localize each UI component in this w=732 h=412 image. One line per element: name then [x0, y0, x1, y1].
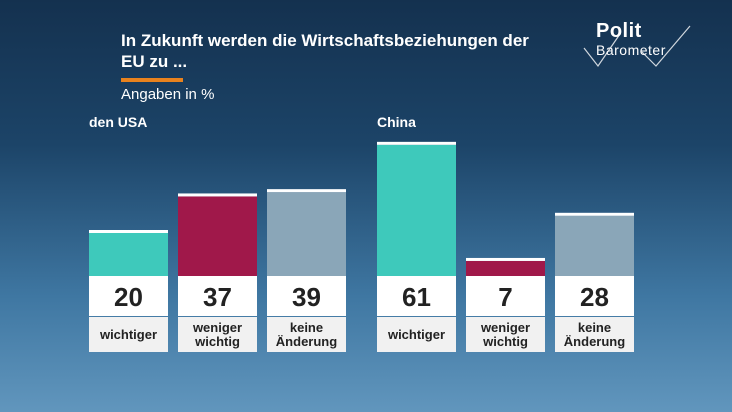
checkmark-icon [583, 25, 691, 68]
bar-usa-1 [178, 196, 257, 276]
data-label-china-1: 7 [466, 276, 545, 316]
category-label-china-1: weniger wichtig [466, 317, 545, 352]
bar-cap-china-2 [555, 212, 634, 216]
data-label-china-2: 28 [555, 276, 634, 316]
bar-cap-china-0 [377, 141, 456, 145]
bar-usa-2 [267, 192, 346, 276]
bar-cap-usa-2 [267, 189, 346, 193]
title-accent-line [121, 78, 183, 82]
bar-cap-usa-1 [178, 193, 257, 197]
category-label-usa-2: keine Änderung [267, 317, 346, 352]
bar-china-1 [466, 260, 545, 276]
chart-title: In Zukunft werden die Wirtschaftsbeziehu… [121, 31, 529, 71]
group-title-china: China [377, 114, 416, 130]
category-label-usa-1: weniger wichtig [178, 317, 257, 352]
category-label-usa-0: wichtiger [89, 317, 168, 352]
bar-usa-0 [89, 233, 168, 276]
data-label-usa-0: 20 [89, 276, 168, 316]
bar-cap-china-1 [466, 257, 545, 261]
data-label-usa-2: 39 [267, 276, 346, 316]
group-title-usa: den USA [89, 114, 148, 130]
logo-text-barometer: Barometer [596, 42, 666, 58]
bar-cap-usa-0 [89, 230, 168, 233]
category-label-china-2: keine Änderung [555, 317, 634, 352]
data-label-usa-1: 37 [178, 276, 257, 316]
category-label-china-0: wichtiger [377, 317, 456, 352]
bar-china-2 [555, 215, 634, 276]
bar-china-0 [377, 144, 456, 276]
data-label-china-0: 61 [377, 276, 456, 316]
chart-subtitle: Angaben in % [121, 86, 215, 103]
logo-text-polit: Polit [596, 20, 642, 42]
politbarometer-logo: Polit Barometer [582, 20, 692, 70]
